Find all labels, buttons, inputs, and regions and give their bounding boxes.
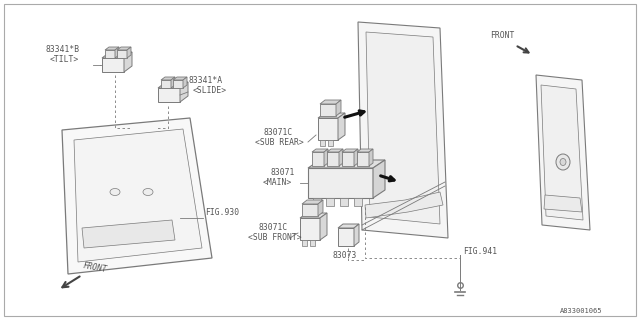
Polygon shape bbox=[102, 58, 124, 72]
Text: 83341*A: 83341*A bbox=[188, 76, 222, 85]
Text: FIG.941: FIG.941 bbox=[463, 247, 497, 256]
Ellipse shape bbox=[143, 188, 153, 196]
Polygon shape bbox=[358, 22, 448, 238]
Polygon shape bbox=[340, 198, 348, 206]
Polygon shape bbox=[357, 149, 373, 152]
Polygon shape bbox=[173, 77, 187, 80]
Polygon shape bbox=[338, 228, 354, 246]
Polygon shape bbox=[318, 200, 323, 216]
Polygon shape bbox=[310, 240, 315, 246]
Polygon shape bbox=[158, 82, 188, 88]
Polygon shape bbox=[327, 149, 343, 152]
Polygon shape bbox=[320, 104, 336, 116]
Polygon shape bbox=[338, 113, 345, 140]
Text: 83341*B: 83341*B bbox=[45, 45, 79, 54]
Polygon shape bbox=[300, 213, 327, 218]
Polygon shape bbox=[320, 213, 327, 240]
Polygon shape bbox=[357, 152, 369, 166]
Polygon shape bbox=[320, 140, 325, 146]
Polygon shape bbox=[366, 32, 440, 224]
Polygon shape bbox=[117, 47, 131, 50]
Polygon shape bbox=[300, 218, 320, 240]
Polygon shape bbox=[338, 224, 359, 228]
Polygon shape bbox=[354, 198, 362, 206]
Polygon shape bbox=[320, 100, 341, 104]
Text: FRONT: FRONT bbox=[82, 261, 108, 274]
Polygon shape bbox=[171, 77, 175, 88]
Polygon shape bbox=[173, 80, 183, 88]
Polygon shape bbox=[302, 200, 323, 204]
Polygon shape bbox=[180, 82, 188, 102]
Text: 83071: 83071 bbox=[270, 168, 294, 177]
Polygon shape bbox=[308, 168, 373, 198]
Polygon shape bbox=[102, 52, 132, 58]
Text: 83071C: 83071C bbox=[263, 128, 292, 137]
Polygon shape bbox=[541, 85, 583, 220]
Polygon shape bbox=[318, 118, 338, 140]
Polygon shape bbox=[105, 50, 115, 58]
Polygon shape bbox=[127, 47, 131, 58]
Polygon shape bbox=[328, 140, 333, 146]
Polygon shape bbox=[82, 220, 175, 248]
Polygon shape bbox=[324, 149, 328, 166]
Ellipse shape bbox=[560, 158, 566, 165]
Text: 83071C: 83071C bbox=[258, 223, 287, 232]
Polygon shape bbox=[161, 80, 171, 88]
Polygon shape bbox=[124, 52, 132, 72]
Text: 83073: 83073 bbox=[332, 251, 356, 260]
Ellipse shape bbox=[110, 188, 120, 196]
Text: <SUB REAR>: <SUB REAR> bbox=[255, 138, 304, 147]
Polygon shape bbox=[312, 149, 328, 152]
Polygon shape bbox=[318, 113, 345, 118]
Polygon shape bbox=[365, 192, 443, 218]
Polygon shape bbox=[183, 77, 187, 88]
Text: <TILT>: <TILT> bbox=[50, 55, 79, 64]
Polygon shape bbox=[354, 224, 359, 246]
Text: FRONT: FRONT bbox=[490, 31, 515, 40]
Polygon shape bbox=[313, 198, 321, 206]
Text: <MAIN>: <MAIN> bbox=[263, 178, 292, 187]
Polygon shape bbox=[302, 240, 307, 246]
Polygon shape bbox=[302, 204, 318, 216]
Polygon shape bbox=[342, 149, 358, 152]
Polygon shape bbox=[544, 195, 582, 212]
Polygon shape bbox=[369, 149, 373, 166]
Polygon shape bbox=[339, 149, 343, 166]
Text: FIG.930: FIG.930 bbox=[205, 208, 239, 217]
Text: <SLIDE>: <SLIDE> bbox=[193, 86, 227, 95]
Ellipse shape bbox=[556, 154, 570, 170]
Polygon shape bbox=[336, 100, 341, 116]
Polygon shape bbox=[74, 129, 202, 262]
Polygon shape bbox=[342, 152, 354, 166]
Polygon shape bbox=[373, 160, 385, 198]
Polygon shape bbox=[312, 152, 324, 166]
Polygon shape bbox=[327, 152, 339, 166]
Polygon shape bbox=[308, 160, 385, 168]
Polygon shape bbox=[354, 149, 358, 166]
Text: A833001065: A833001065 bbox=[560, 308, 602, 314]
Polygon shape bbox=[117, 50, 127, 58]
Text: <SUB FRONT>: <SUB FRONT> bbox=[248, 233, 301, 242]
Polygon shape bbox=[62, 118, 212, 274]
Polygon shape bbox=[158, 88, 180, 102]
Polygon shape bbox=[161, 77, 175, 80]
Polygon shape bbox=[536, 75, 590, 230]
Polygon shape bbox=[105, 47, 119, 50]
Polygon shape bbox=[326, 198, 334, 206]
Polygon shape bbox=[115, 47, 119, 58]
